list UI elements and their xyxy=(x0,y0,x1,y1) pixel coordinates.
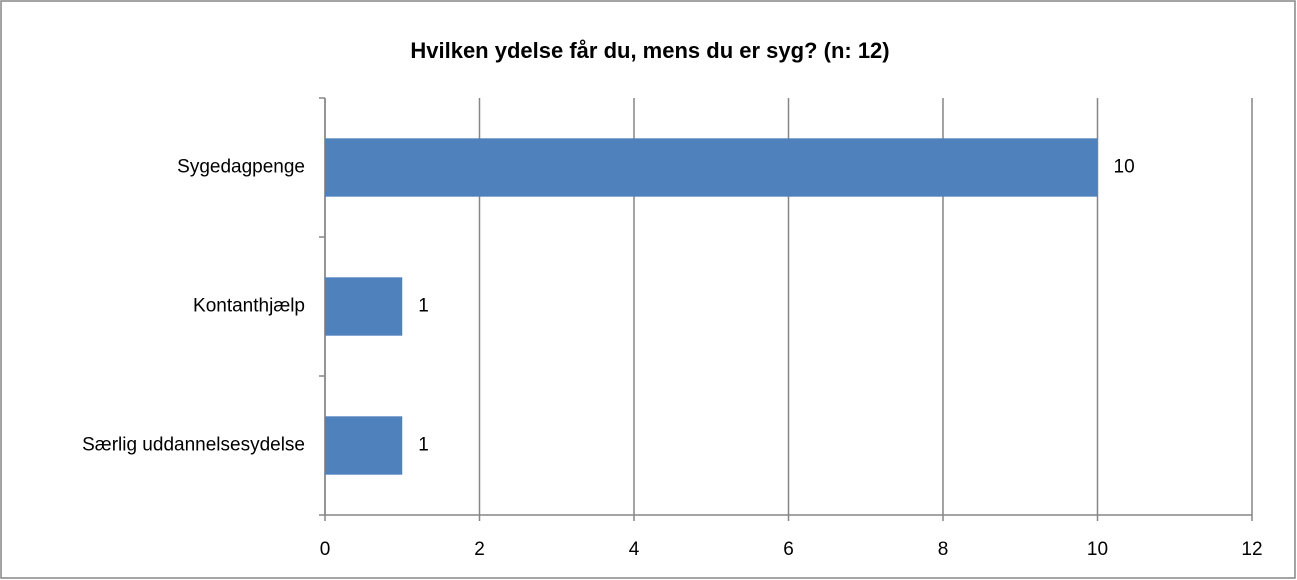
data-label: 1 xyxy=(418,296,429,317)
chart-title: Hvilken ydelse får du, mens du er syg? (… xyxy=(410,38,889,63)
bar xyxy=(325,138,1098,197)
data-label: 1 xyxy=(418,435,429,456)
x-tick-label: 8 xyxy=(938,539,949,560)
y-tick-label: Kontanthjælp xyxy=(193,296,305,317)
x-tick-label: 6 xyxy=(783,539,794,560)
x-tick-label: 10 xyxy=(1087,539,1108,560)
bar xyxy=(325,416,403,475)
x-tick-label: 12 xyxy=(1241,539,1262,560)
data-label: 10 xyxy=(1114,157,1135,178)
x-tick-label: 4 xyxy=(629,539,640,560)
y-tick-label: Sygedagpenge xyxy=(177,157,305,178)
x-tick-label: 0 xyxy=(320,539,331,560)
bar xyxy=(325,277,403,336)
y-tick-label: Særlig uddannelsesydelse xyxy=(82,435,305,456)
x-tick-label: 2 xyxy=(474,539,485,560)
